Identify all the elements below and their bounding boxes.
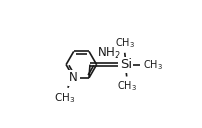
Text: NH$_2$: NH$_2$ — [97, 46, 120, 61]
Text: Si: Si — [119, 58, 131, 71]
Text: CH$_3$: CH$_3$ — [143, 58, 163, 72]
Text: CH$_3$: CH$_3$ — [54, 92, 75, 105]
Text: N: N — [69, 71, 78, 84]
Text: CH$_3$: CH$_3$ — [114, 37, 134, 50]
Text: CH$_3$: CH$_3$ — [116, 79, 136, 93]
